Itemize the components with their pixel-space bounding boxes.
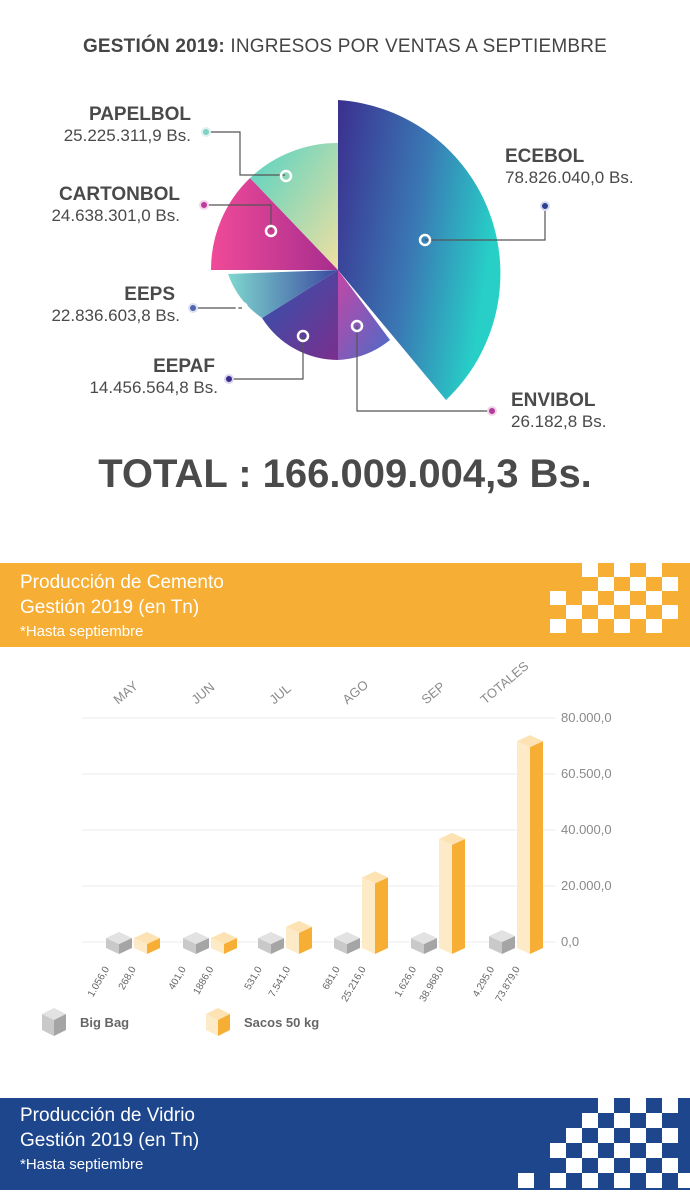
label-eepaf-value: 14.456.564,8 Bs. [89,378,218,397]
label-cartonbol-name: CARTONBOL [58,184,180,205]
dot-cartonbol [199,200,209,210]
pie-chart [188,100,550,416]
marker-cartonbol [264,224,278,238]
glass-banner [0,1098,690,1190]
bar-sacos-jun [211,932,237,954]
pie-slice-envibol [338,270,390,360]
glass-checker-pattern [518,1098,690,1188]
legend-bigbag-swatch [42,1008,66,1036]
glass-title-line2: Gestión 2019 (en Tn) [20,1130,200,1151]
bar-bigbag-totales [489,929,515,954]
label-eeps-value: 22.836.603,8 Bs. [51,306,180,325]
pie-slice-cartonbol [210,178,338,270]
label-eepaf-name: EEPAF [153,356,215,377]
pie-slice-eeps [228,270,338,318]
dot-envibol [487,406,497,416]
marker-eepaf [296,329,310,343]
y-tick-3: 60.500,0 [561,766,612,781]
y-tick-2: 40.000,0 [561,822,612,837]
bar-bigbag-may [106,932,132,954]
cement-bar-chart [82,717,556,954]
label-envibol-name: ENVIBOL [511,390,596,411]
marker-eeps [235,301,249,315]
dot-eepaf [224,374,234,384]
dot-ecebol [540,201,550,211]
y-tick-0: 0,0 [561,934,580,949]
marker-papelbol [279,169,293,183]
label-envibol-value: 26.182,8 Bs. [511,412,607,431]
label-cartonbol-value: 24.638.301,0 Bs. [51,206,180,225]
legend-sacos-swatch [206,1008,230,1036]
y-tick-1: 20.000,0 [561,878,612,893]
bar-sacos-may [134,932,160,954]
pie-slice-eepaf [262,270,338,360]
label-ecebol-value: 78.826.040,0 Bs. [505,168,634,187]
bar-sacos-jul [286,920,312,954]
bar-bigbag-ago [334,932,360,954]
bar-sacos-totales [517,735,543,954]
bar-bigbag-jul [258,932,284,954]
cement-title-line2: Gestión 2019 (en Tn) [20,597,200,618]
pie-slice-ecebol [338,100,501,400]
bar-sacos-sep [439,832,465,954]
bar-sacos-ago [362,871,388,954]
bar-bigbag-jun [183,932,209,954]
dot-papelbol [201,127,211,137]
dot-eeps [188,303,198,313]
glass-note: *Hasta septiembre [20,1156,144,1173]
cement-title-line1: Producción de Cemento [20,572,224,593]
marker-envibol [350,319,364,333]
pie-chart-title: GESTIÓN 2019: INGRESOS POR VENTAS A SEPT… [82,36,608,57]
label-papelbol-value: 25.225.311,9 Bs. [63,126,191,145]
label-eeps-name: EEPS [124,284,175,305]
marker-ecebol [418,233,432,247]
cement-checker-pattern [518,563,690,647]
legend-bigbag-label: Big Bag [80,1015,130,1030]
cement-note: *Hasta septiembre [20,623,144,640]
glass-title-line1: Producción de Vidrio [20,1105,195,1126]
label-papelbol-name: PAPELBOL [88,104,191,125]
y-tick-4: 80.000,0 [561,710,612,725]
total-label: TOTAL : 166.009.004,3 Bs. [98,452,592,496]
bar-bigbag-sep [411,932,437,954]
label-ecebol-name: ECEBOL [505,146,585,167]
legend-sacos-label: Sacos 50 kg [244,1015,320,1030]
